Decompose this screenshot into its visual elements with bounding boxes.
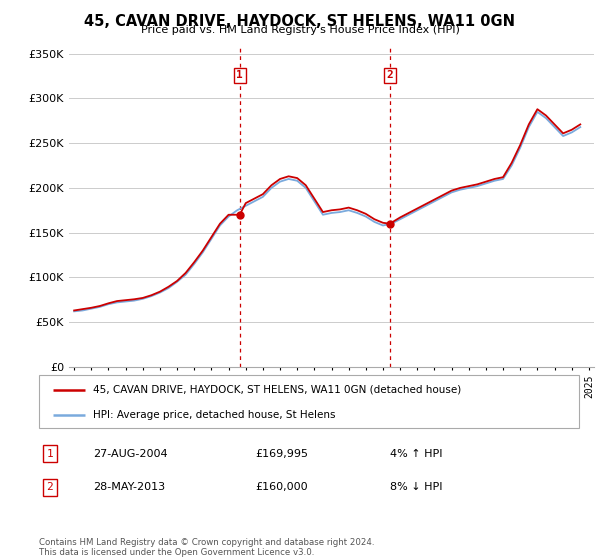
Text: 27-AUG-2004: 27-AUG-2004 bbox=[93, 449, 167, 459]
Text: Contains HM Land Registry data © Crown copyright and database right 2024.
This d: Contains HM Land Registry data © Crown c… bbox=[39, 538, 374, 557]
Text: 2: 2 bbox=[386, 71, 393, 81]
Text: 1: 1 bbox=[236, 71, 243, 81]
FancyBboxPatch shape bbox=[39, 375, 579, 428]
Text: 2: 2 bbox=[46, 482, 53, 492]
Text: 45, CAVAN DRIVE, HAYDOCK, ST HELENS, WA11 0GN (detached house): 45, CAVAN DRIVE, HAYDOCK, ST HELENS, WA1… bbox=[93, 385, 461, 395]
Text: HPI: Average price, detached house, St Helens: HPI: Average price, detached house, St H… bbox=[93, 410, 335, 420]
Text: Price paid vs. HM Land Registry's House Price Index (HPI): Price paid vs. HM Land Registry's House … bbox=[140, 25, 460, 35]
Text: 4% ↑ HPI: 4% ↑ HPI bbox=[390, 449, 443, 459]
Text: 8% ↓ HPI: 8% ↓ HPI bbox=[390, 482, 443, 492]
Text: £160,000: £160,000 bbox=[255, 482, 308, 492]
Text: £169,995: £169,995 bbox=[255, 449, 308, 459]
Text: 28-MAY-2013: 28-MAY-2013 bbox=[93, 482, 165, 492]
Text: 1: 1 bbox=[46, 449, 53, 459]
Text: 45, CAVAN DRIVE, HAYDOCK, ST HELENS, WA11 0GN: 45, CAVAN DRIVE, HAYDOCK, ST HELENS, WA1… bbox=[85, 14, 515, 29]
